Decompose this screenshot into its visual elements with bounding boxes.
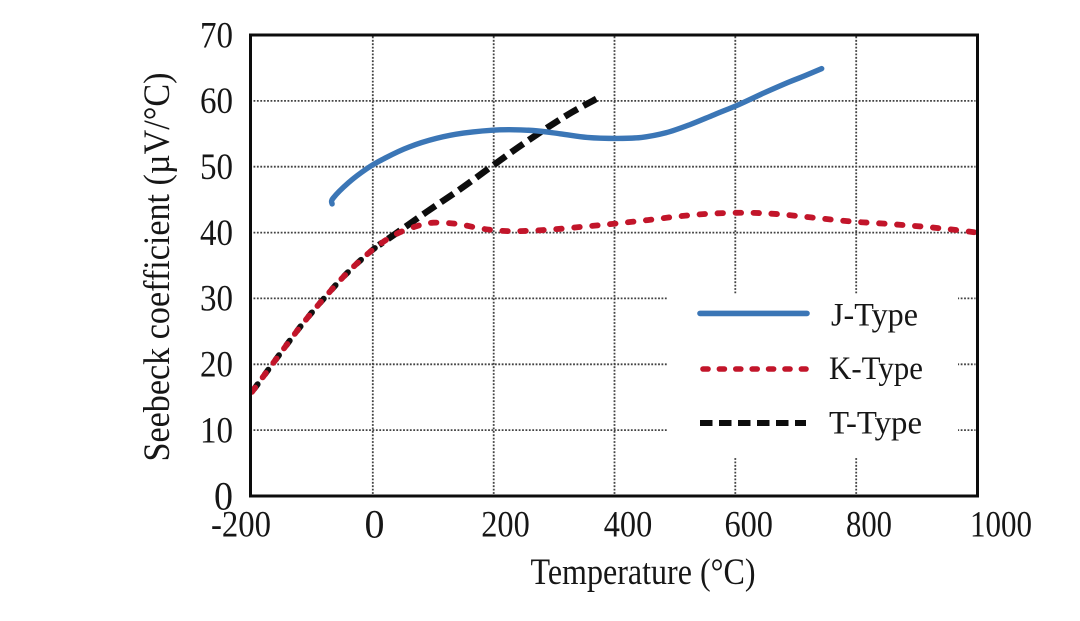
- svg-text:70: 70: [200, 15, 233, 56]
- svg-text:-200: -200: [211, 505, 271, 546]
- svg-text:30: 30: [200, 279, 233, 320]
- svg-text:400: 400: [604, 505, 653, 546]
- svg-text:T-Type: T-Type: [829, 406, 922, 442]
- svg-text:Temperature (°C): Temperature (°C): [531, 552, 756, 593]
- svg-text:600: 600: [724, 505, 773, 546]
- svg-text:K-Type: K-Type: [829, 351, 923, 387]
- svg-text:0: 0: [214, 473, 233, 518]
- svg-text:0: 0: [365, 502, 385, 547]
- svg-text:1000: 1000: [970, 505, 1032, 546]
- svg-text:20: 20: [200, 345, 233, 386]
- svg-text:Seebeck coefficient (µV/°C): Seebeck coefficient (µV/°C): [137, 73, 178, 462]
- svg-text:10: 10: [200, 410, 233, 451]
- svg-text:50: 50: [200, 147, 233, 188]
- svg-text:200: 200: [481, 505, 530, 546]
- svg-text:J-Type: J-Type: [831, 298, 918, 334]
- svg-text:40: 40: [200, 213, 233, 254]
- svg-text:60: 60: [200, 81, 233, 122]
- svg-text:800: 800: [846, 505, 892, 546]
